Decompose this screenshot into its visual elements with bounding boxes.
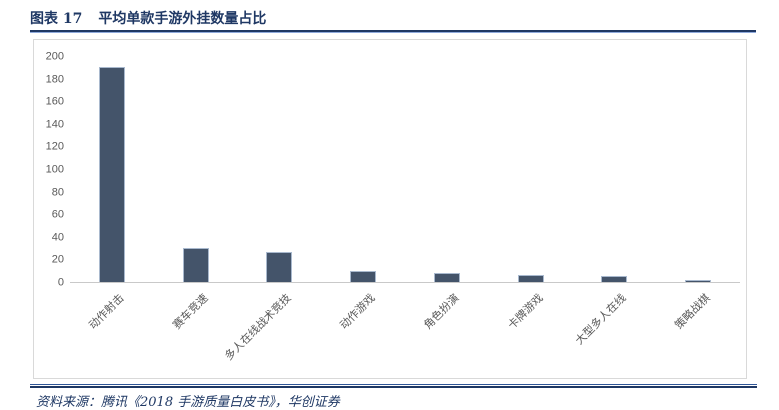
x-tick-label: 策略战棋 [673,292,713,332]
bar-1 [98,67,125,282]
chart-frame: 0 20 40 60 80 100 120 140 160 180 200 动作射击 赛车竞速 多人在线… [33,39,747,379]
y-tick-label: 160 [45,95,64,108]
y-tick-label: 60 [51,208,64,221]
bar-7 [601,276,628,282]
y-tick-label: 140 [45,118,64,131]
y-tick-label: 200 [45,50,64,63]
bar-slot: 动作游戏 [321,57,405,332]
y-tick-label: 40 [51,231,64,244]
y-tick-label: 80 [51,186,64,199]
y-tick-label: 20 [51,253,64,266]
bar-slot: 赛车竞速 [154,57,238,332]
figure-title: 图表 17 平均单款手游外挂数量占比 [30,8,266,28]
figure-title-text: 平均单款手游外挂数量占比 [98,11,267,27]
bar-slot: 大型多人在线 [573,57,657,347]
x-tick-label: 动作游戏 [338,292,378,332]
source-attribution: 资料来源：腾讯《2018 手游质量白皮书》，华创证券 [36,395,340,410]
bar-3 [266,251,293,282]
y-tick-label: 120 [45,140,64,153]
footer-divider-thin [30,384,757,385]
bar-slot: 卡牌游戏 [489,57,573,332]
x-tick-label: 卡牌游戏 [505,292,546,332]
x-tick-label: 大型多人在线 [573,292,629,348]
bar-6 [517,275,544,282]
x-tick-label: 赛车竞速 [170,292,211,332]
figure-number-label: 图表 17 [30,11,83,27]
x-tick-label: 动作射击 [86,292,127,332]
bar-2 [182,248,209,282]
y-tick-label: 100 [45,163,64,176]
bar-slot: 多人在线战术竞技 [223,57,322,363]
bar-4 [350,270,377,282]
x-tick-label: 角色扮演 [421,292,462,332]
plot-area: 动作射击 赛车竞速 多人在线战术竞技 动作游戏 角色扮演 卡牌游戏 大型多人在线 策略战棋 [70,57,740,363]
bar-slot: 角色扮演 [405,57,489,332]
y-axis: 0 20 40 60 80 100 120 140 160 180 200 [34,51,64,288]
bar-8 [685,279,712,282]
x-tick-label: 多人在线战术竞技 [223,292,294,363]
title-divider [30,30,756,33]
bar-slot: 策略战棋 [656,57,740,332]
y-tick-label: 180 [45,73,64,86]
y-tick-label: 0 [57,276,64,289]
bar-5 [433,272,460,282]
footer-divider-thick [30,386,757,388]
bar-slot: 动作射击 [70,57,154,332]
